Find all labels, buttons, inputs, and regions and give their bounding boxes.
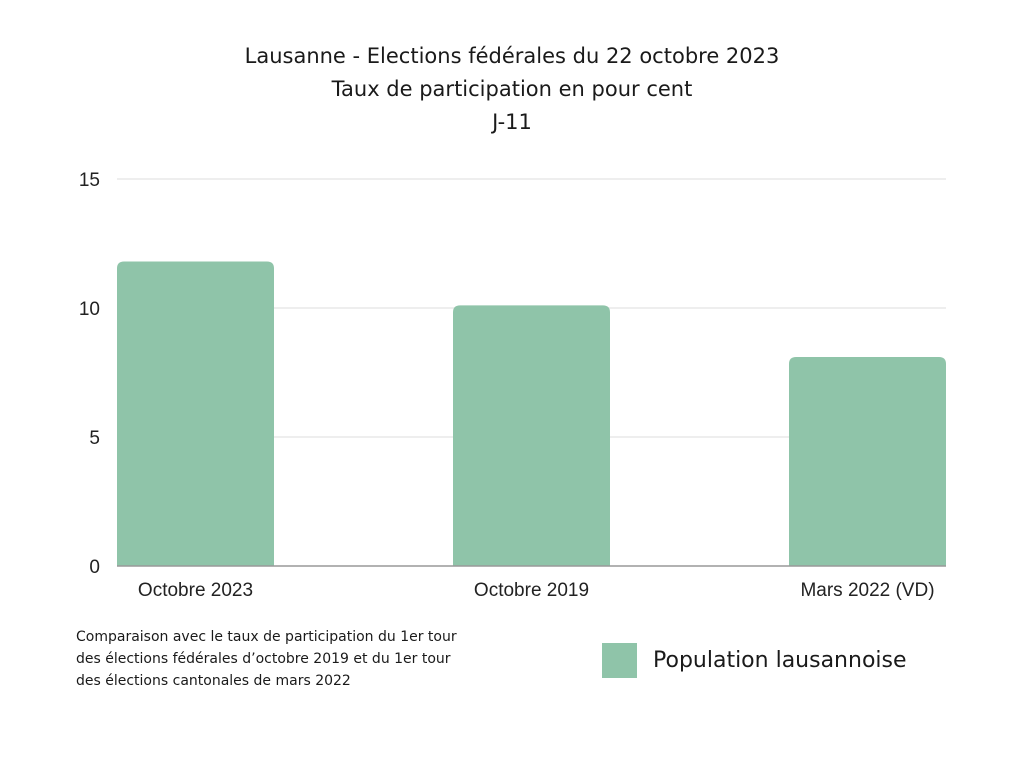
bar	[117, 261, 274, 566]
chart-subtitle: Taux de participation en pour cent	[331, 77, 693, 101]
footnote-line: des élections cantonales de mars 2022	[76, 673, 351, 689]
x-tick-label: Octobre 2019	[474, 580, 589, 601]
y-tick-label: 5	[89, 428, 100, 449]
footnote-line: Comparaison avec le taux de participatio…	[76, 629, 457, 645]
y-tick-label: 15	[79, 170, 100, 191]
x-tick-label: Mars 2022 (VD)	[800, 580, 934, 601]
legend: Population lausannoise	[602, 642, 907, 678]
bar	[789, 357, 946, 566]
legend-label: Population lausannoise	[653, 647, 907, 673]
bar	[453, 305, 610, 566]
footnote: Comparaison avec le taux de participatio…	[76, 626, 546, 692]
chart-subtitle-period: J-11	[492, 110, 532, 134]
footnote-line: des élections fédérales d’octobre 2019 e…	[76, 651, 451, 667]
x-tick-label: Octobre 2023	[138, 580, 253, 601]
y-tick-label: 0	[89, 557, 100, 578]
chart-titles: Lausanne - Elections fédérales du 22 oct…	[0, 40, 1024, 139]
y-tick-label: 10	[79, 299, 100, 320]
chart-title: Lausanne - Elections fédérales du 22 oct…	[244, 44, 780, 68]
legend-swatch	[602, 642, 637, 678]
